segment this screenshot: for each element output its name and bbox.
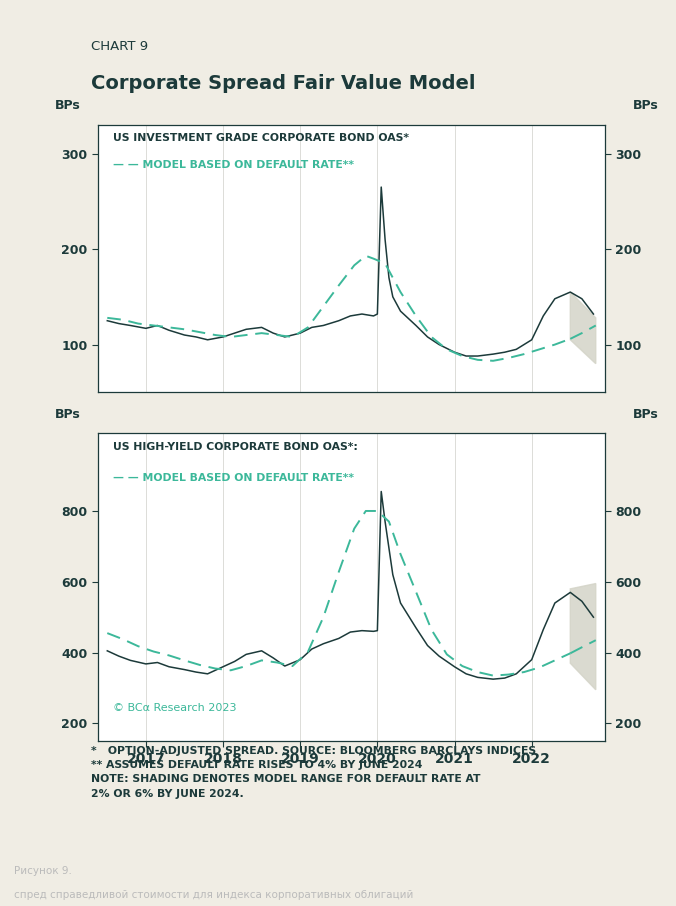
- Text: — — MODEL BASED ON DEFAULT RATE**: — — MODEL BASED ON DEFAULT RATE**: [113, 473, 354, 483]
- Text: — — MODEL BASED ON DEFAULT RATE**: — — MODEL BASED ON DEFAULT RATE**: [113, 159, 354, 169]
- Text: Рисунок 9.: Рисунок 9.: [14, 865, 72, 875]
- Text: US INVESTMENT GRADE CORPORATE BOND OAS*: US INVESTMENT GRADE CORPORATE BOND OAS*: [113, 133, 409, 143]
- Text: *   OPTION-ADJUSTED SPREAD. SOURCE: BLOOMBERG BARCLAYS INDICES
** ASSUMES DEFAUL: * OPTION-ADJUSTED SPREAD. SOURCE: BLOOMB…: [91, 746, 536, 799]
- Text: BPs: BPs: [633, 99, 658, 111]
- Text: BPs: BPs: [55, 99, 80, 111]
- Polygon shape: [571, 583, 596, 689]
- Text: CHART 9: CHART 9: [91, 41, 149, 53]
- Text: спред справедливой стоимости для индекса корпоративных облигаций: спред справедливой стоимости для индекса…: [14, 891, 413, 901]
- Text: Corporate Spread Fair Value Model: Corporate Spread Fair Value Model: [91, 73, 476, 92]
- Text: BPs: BPs: [633, 408, 658, 420]
- Polygon shape: [571, 292, 596, 363]
- Text: US HIGH-YIELD CORPORATE BOND OAS*:: US HIGH-YIELD CORPORATE BOND OAS*:: [113, 442, 358, 452]
- Text: © BCα Research 2023: © BCα Research 2023: [113, 703, 237, 713]
- Text: BPs: BPs: [55, 408, 80, 420]
